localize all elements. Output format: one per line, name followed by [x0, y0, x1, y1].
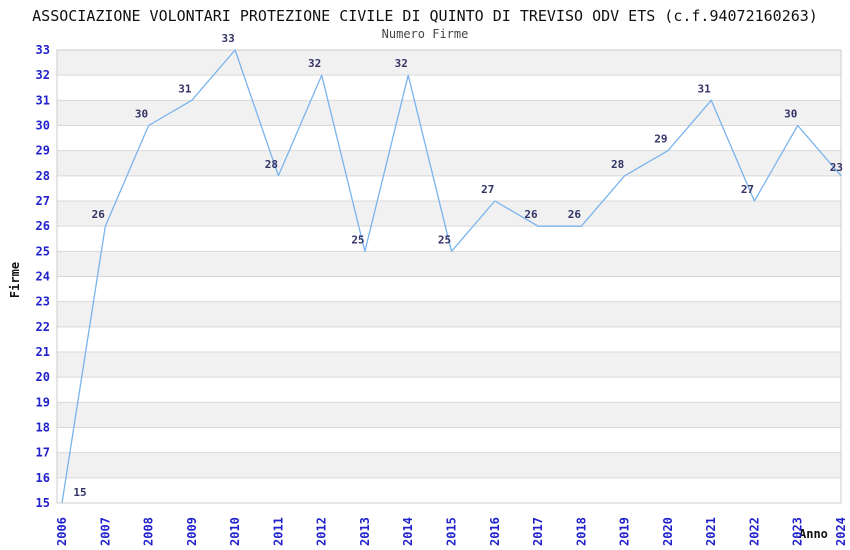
- plot-band: [57, 150, 841, 176]
- plot-band: [57, 452, 841, 478]
- data-label: 30: [784, 108, 797, 121]
- data-label: 25: [438, 233, 451, 246]
- x-tick-label: 2012: [315, 517, 329, 546]
- x-tick-label: 2009: [185, 517, 199, 546]
- data-label: 26: [568, 208, 582, 221]
- plot-band: [57, 352, 841, 378]
- data-label: 29: [654, 133, 667, 146]
- plot-border: [56, 49, 842, 504]
- y-tick-label: 20: [36, 370, 50, 384]
- y-tick-label: 15: [36, 496, 50, 510]
- x-tick-label: 2018: [574, 517, 588, 546]
- plot-band: [57, 301, 841, 327]
- plot-band: [57, 201, 841, 227]
- plot-band: [57, 402, 841, 428]
- x-axis-title: Anno: [799, 527, 828, 541]
- x-tick-label: 2006: [55, 517, 69, 546]
- y-tick-label: 31: [36, 93, 50, 107]
- y-tick-label: 29: [36, 144, 50, 158]
- x-tick-label: 2015: [445, 517, 459, 546]
- data-label: 33: [221, 32, 234, 45]
- data-label: 15: [73, 486, 86, 499]
- chart-subtitle: Numero Firme: [381, 27, 469, 41]
- data-label: 25: [351, 233, 364, 246]
- x-tick-label: 2019: [618, 517, 632, 546]
- y-tick-label: 19: [36, 395, 50, 409]
- plot-band: [57, 50, 841, 76]
- x-tick-label: 2011: [271, 517, 285, 546]
- y-tick-label: 17: [36, 446, 50, 460]
- x-tick-labels: 2006 2007 2008 2009 2010 2011 2012 2013 2014 2015…: [55, 517, 848, 546]
- x-tick-label: 2021: [704, 517, 718, 546]
- y-tick-label: 18: [36, 421, 50, 435]
- plot-band: [57, 251, 841, 277]
- x-tick-label: 2007: [98, 517, 112, 546]
- x-tick-label: 2020: [661, 517, 675, 546]
- data-label: 23: [830, 161, 843, 174]
- plot-bands: [57, 50, 841, 478]
- y-tick-label: 32: [36, 68, 50, 82]
- data-label: 28: [611, 158, 624, 171]
- y-tick-label: 16: [36, 471, 50, 485]
- y-tick-label: 26: [36, 219, 50, 233]
- y-tick-label: 25: [36, 244, 50, 258]
- x-tick-label: 2017: [531, 517, 545, 546]
- x-tick-label: 2013: [358, 517, 372, 546]
- data-label: 30: [135, 108, 148, 121]
- chart-title: ASSOCIAZIONE VOLONTARI PROTEZIONE CIVILE…: [32, 7, 818, 25]
- data-label: 27: [481, 183, 494, 196]
- y-tick-label: 33: [36, 43, 50, 57]
- data-label: 32: [308, 57, 321, 70]
- data-label: 26: [92, 208, 106, 221]
- y-tick-label: 27: [36, 194, 50, 208]
- x-tick-label: 2024: [834, 517, 848, 546]
- data-label: 31: [178, 82, 192, 95]
- y-tick-label: 22: [36, 320, 50, 334]
- x-tick-label: 2010: [228, 517, 242, 546]
- data-label: 28: [265, 158, 278, 171]
- y-tick-label: 30: [36, 119, 50, 133]
- x-tick-label: 2016: [488, 517, 502, 546]
- data-label: 31: [698, 82, 712, 95]
- y-tick-label: 24: [36, 270, 50, 284]
- x-tick-label: 2014: [401, 517, 415, 546]
- x-tick-label: 2022: [747, 517, 761, 546]
- y-tick-label: 23: [36, 295, 50, 309]
- x-tick-label: 2008: [142, 517, 156, 546]
- plot-band: [57, 100, 841, 126]
- data-label: 26: [524, 208, 538, 221]
- data-label: 27: [741, 183, 754, 196]
- series-line: [61, 49, 842, 504]
- y-tick-label: 21: [36, 345, 50, 359]
- data-label: 32: [395, 57, 408, 70]
- y-tick-label: 28: [36, 169, 50, 183]
- data-labels: 15 26 30 31 33 28 32 25 32 25 27 26 26 28 29 31 27 30 23: [73, 32, 843, 499]
- x-tick-label: 2023: [791, 517, 805, 546]
- y-tick-labels: 33 32 31 30 29 28 27 26 25 24 23 22 21 20 19 18 17 16 15: [36, 43, 50, 510]
